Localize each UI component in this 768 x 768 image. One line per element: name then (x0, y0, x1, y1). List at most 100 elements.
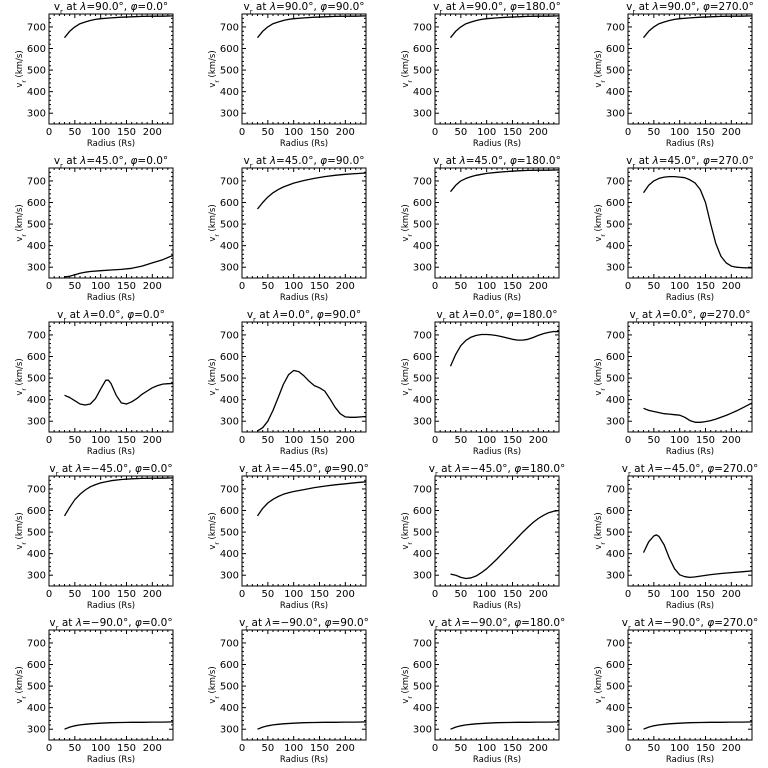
x-tick-label: 200 (143, 589, 162, 600)
y-axis-label: vr (km/s) (401, 50, 414, 87)
panel-3: vr at λ=90.0°, φ=180.0° 0 50 100 150 200 300 40… (401, 1, 561, 149)
y-tick-label: 600 (27, 352, 46, 363)
y-tick-label: 500 (413, 682, 432, 693)
y-tick-label: 600 (413, 506, 432, 517)
x-tick-label: 100 (91, 743, 110, 754)
x-tick-label: 0 (432, 435, 438, 446)
y-tick-label: 500 (606, 374, 625, 385)
y-tick-label: 500 (413, 528, 432, 539)
series-line (642, 175, 752, 269)
x-tick-label: 150 (503, 435, 522, 446)
x-tick-label: 0 (46, 281, 52, 292)
y-tick-label: 400 (27, 87, 46, 98)
x-tick-label: 50 (647, 743, 660, 754)
y-tick-label: 600 (27, 198, 46, 209)
x-tick-label: 0 (432, 743, 438, 754)
plot-frame (627, 167, 753, 279)
y-axis-label: vr (km/s) (594, 666, 607, 703)
y-tick-label: 700 (413, 638, 432, 649)
panel-title: vr at λ=90.0°, φ=0.0° (54, 1, 168, 16)
x-tick-label: 100 (477, 127, 496, 138)
x-axis-label: Radius (Rs) (87, 755, 135, 765)
y-axis-label: vr (km/s) (208, 358, 221, 395)
panel-title: vr at λ=−45.0°, φ=180.0° (429, 463, 566, 478)
y-tick-label: 600 (220, 352, 239, 363)
y-axis-label: vr (km/s) (15, 512, 28, 549)
y-tick-label: 400 (606, 549, 625, 560)
plot-frame (48, 475, 174, 587)
y-tick-label: 700 (606, 22, 625, 33)
x-tick-label: 150 (310, 435, 329, 446)
x-tick-label: 150 (117, 743, 136, 754)
plot-frame (434, 321, 560, 433)
x-tick-label: 100 (284, 127, 303, 138)
plot-frame (627, 629, 753, 741)
y-tick-label: 500 (220, 220, 239, 231)
y-axis-label: vr (km/s) (594, 358, 607, 395)
x-tick-label: 150 (503, 127, 522, 138)
x-tick-label: 50 (647, 127, 660, 138)
y-tick-label: 700 (27, 22, 46, 33)
x-tick-label: 150 (310, 127, 329, 138)
x-tick-label: 0 (46, 743, 52, 754)
y-tick-label: 300 (606, 571, 625, 582)
y-tick-label: 700 (413, 22, 432, 33)
y-tick-label: 400 (220, 703, 239, 714)
y-tick-label: 300 (606, 109, 625, 120)
panel-6: vr at λ=45.0°, φ=90.0° 0 50 100 150 200 300 400… (208, 155, 367, 303)
y-tick-label: 500 (220, 66, 239, 77)
panel-title: vr at λ=−90.0°, φ=90.0° (239, 617, 369, 632)
y-axis-label: vr (km/s) (401, 512, 414, 549)
x-axis-label: Radius (Rs) (473, 447, 521, 457)
y-axis-label: vr (km/s) (401, 666, 414, 703)
x-tick-label: 150 (503, 589, 522, 600)
x-axis-label: Radius (Rs) (473, 601, 521, 611)
y-tick-label: 500 (220, 682, 239, 693)
panel-title: vr at λ=−45.0°, φ=0.0° (49, 463, 172, 478)
plot-frame (48, 629, 174, 741)
y-tick-label: 300 (606, 263, 625, 274)
x-tick-label: 100 (670, 435, 689, 446)
x-axis-label: Radius (Rs) (666, 139, 714, 149)
y-tick-label: 300 (220, 725, 239, 736)
y-tick-label: 700 (413, 176, 432, 187)
series-line (63, 477, 174, 517)
x-tick-label: 100 (91, 435, 110, 446)
series-line (257, 721, 367, 730)
x-tick-label: 50 (261, 281, 274, 292)
y-tick-label: 300 (27, 417, 46, 428)
y-axis-label: vr (km/s) (594, 50, 607, 87)
y-axis-label: vr (km/s) (15, 204, 28, 241)
x-tick-label: 100 (670, 127, 689, 138)
plot-frame (241, 167, 367, 279)
x-axis-label: Radius (Rs) (87, 601, 135, 611)
x-tick-label: 50 (68, 281, 81, 292)
x-tick-label: 200 (529, 281, 548, 292)
x-tick-label: 200 (143, 435, 162, 446)
x-tick-label: 50 (261, 743, 274, 754)
plot-frame (434, 13, 560, 125)
y-tick-label: 700 (220, 484, 239, 495)
y-tick-label: 600 (220, 198, 239, 209)
y-tick-label: 700 (413, 484, 432, 495)
y-tick-label: 400 (606, 87, 625, 98)
plot-frame (48, 167, 174, 279)
x-tick-label: 200 (143, 743, 162, 754)
x-tick-label: 50 (68, 743, 81, 754)
plot-frame (241, 321, 367, 433)
panel-title: vr at λ=−45.0°, φ=90.0° (239, 463, 369, 478)
panel-8: vr at λ=45.0°, φ=270.0° 0 50 100 150 200 300 40… (594, 155, 754, 303)
x-axis-label: Radius (Rs) (666, 601, 714, 611)
y-tick-label: 700 (606, 484, 625, 495)
y-tick-label: 300 (413, 725, 432, 736)
x-tick-label: 0 (432, 127, 438, 138)
y-tick-label: 500 (220, 374, 239, 385)
y-tick-label: 300 (220, 417, 239, 428)
x-tick-label: 50 (261, 127, 274, 138)
plot-frame (48, 13, 174, 125)
series-line (450, 509, 560, 580)
panel-9: vr at λ=0.0°, φ=0.0° 0 50 100 150 200 300 400 50… (15, 309, 174, 457)
x-tick-label: 50 (261, 435, 274, 446)
y-tick-label: 400 (27, 241, 46, 252)
x-tick-label: 100 (477, 281, 496, 292)
